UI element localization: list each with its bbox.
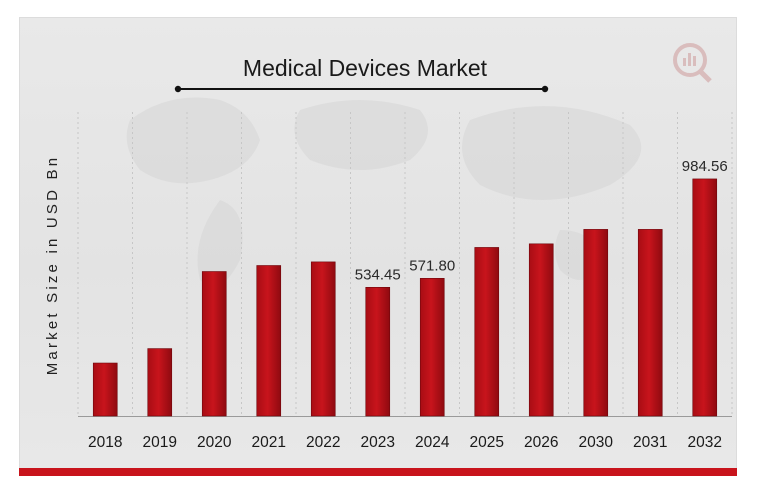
data-label: 984.56 — [682, 158, 728, 175]
bar-2031 — [637, 229, 663, 417]
bar-2021 — [256, 265, 282, 417]
x-tick-labels: 2018 2019 2020 2021 2022 2023 2024 2025 2026 2030… — [88, 434, 722, 451]
x-tick-label: 2019 — [143, 434, 177, 451]
x-tick-label: 2021 — [252, 434, 286, 451]
bar-2022 — [310, 261, 336, 417]
data-label: 534.45 — [355, 266, 401, 283]
bar-2020 — [201, 271, 227, 417]
bar-2018 — [92, 362, 118, 417]
bar-2025 — [474, 247, 500, 417]
x-tick-label: 2032 — [688, 434, 722, 451]
x-tick-label: 2025 — [470, 434, 504, 451]
x-tick-label: 2024 — [415, 434, 450, 451]
gridlines — [77, 112, 733, 417]
bar-2030 — [583, 229, 609, 417]
bars — [92, 178, 718, 417]
y-axis-label: Market Size in USD Bn — [44, 155, 61, 376]
chart-title: Medical Devices Market — [243, 55, 488, 81]
title-underline — [174, 85, 549, 93]
x-tick-label: 2031 — [633, 434, 667, 451]
data-labels: 534.45 571.80 984.56 — [355, 158, 728, 283]
bar-2019 — [147, 348, 173, 417]
data-label: 571.80 — [409, 257, 455, 274]
bar-2024 — [419, 278, 445, 417]
x-tick-label: 2026 — [524, 434, 558, 451]
x-tick-label: 2023 — [361, 434, 395, 451]
x-tick-label: 2022 — [306, 434, 340, 451]
bar-2026 — [528, 243, 554, 417]
world-map-backdrop — [126, 97, 642, 287]
x-tick-label: 2030 — [579, 434, 614, 451]
x-tick-label: 2020 — [197, 434, 232, 451]
x-tick-label: 2018 — [88, 434, 122, 451]
bottom-accent-bar — [19, 468, 737, 476]
bar-2032 — [692, 178, 718, 417]
bar-2023 — [365, 287, 391, 417]
watermark-logo-icon — [673, 43, 712, 83]
